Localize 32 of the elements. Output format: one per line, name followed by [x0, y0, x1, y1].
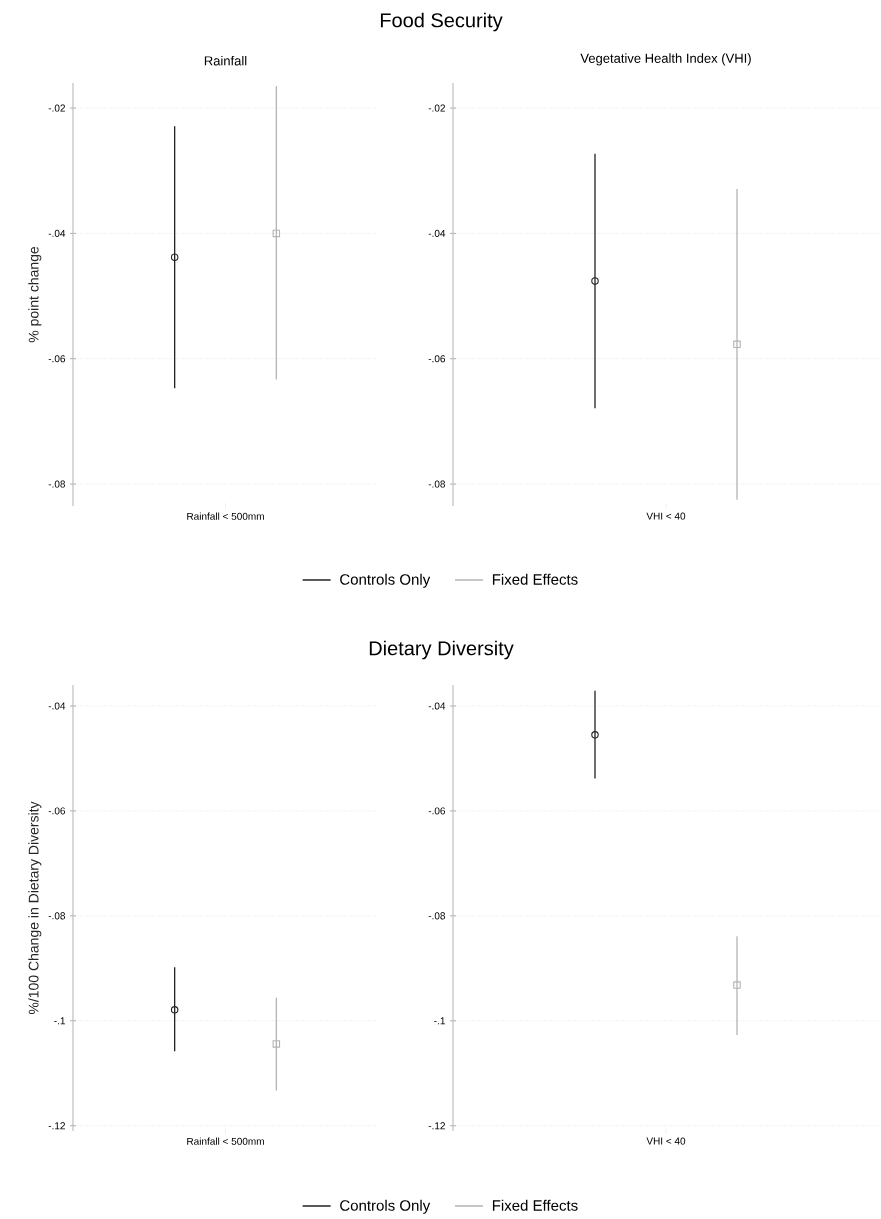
y-tick-label: -.06 [428, 807, 446, 815]
y-tick-label: -.06 [48, 355, 66, 363]
y-tick-label: -.12 [428, 1122, 445, 1130]
y-tick-label: -.08 [48, 912, 66, 920]
y-axis-title: % point change [28, 246, 42, 343]
y-tick-label: -.04 [428, 229, 446, 237]
y-tick-label: -.04 [48, 702, 66, 710]
text: Food Security [380, 12, 503, 32]
y-tick-label: -.02 [428, 104, 445, 112]
x-tick-label: VHI < 40 [646, 1137, 686, 1145]
x-tick-label: Rainfall < 500mm [187, 512, 264, 520]
chart-title: Rainfall [204, 55, 247, 66]
x-tick-label: VHI < 40 [646, 512, 686, 520]
y-axis-title: %/100 Change in Dietary Diversity [28, 801, 42, 1015]
y-tick-label: -.04 [48, 229, 66, 237]
chart-title: Vegetative Health Index (VHI) [580, 53, 751, 66]
legend-label: Fixed Effects [492, 573, 578, 585]
y-tick-label: -.08 [428, 912, 446, 920]
legend-label: Fixed Effects [492, 1199, 578, 1211]
y-tick-label: -.08 [48, 480, 66, 488]
y-tick-label: -.06 [48, 807, 66, 815]
y-tick-label: -.02 [48, 104, 65, 112]
x-tick-label: Rainfall < 500mm [187, 1137, 264, 1145]
y-tick-label: -.1 [54, 1017, 65, 1025]
y-tick-label: -.1 [434, 1017, 445, 1025]
legend-label: Controls Only [340, 573, 431, 588]
y-tick-label: -.06 [428, 355, 446, 363]
text: Dietary Diversity [369, 640, 514, 660]
y-tick-label: -.12 [48, 1122, 65, 1130]
y-tick-label: -.08 [428, 480, 446, 488]
legend-label: Controls Only [340, 1199, 431, 1214]
y-tick-label: -.04 [428, 702, 446, 710]
